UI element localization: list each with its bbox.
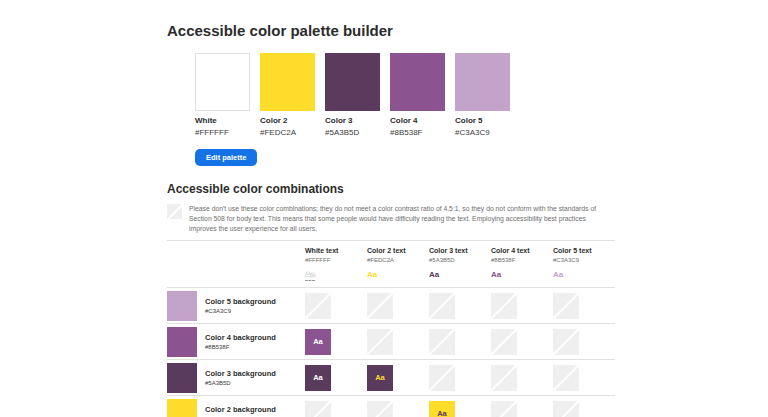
palette-section: White #FFFFFF Color 2 #FEDC2A Color 3 #5A3B5D… (195, 53, 768, 166)
row-label: Color 2 background (205, 405, 276, 414)
table-row: Color 3 background #5A3B5D Aa Aa (167, 360, 615, 396)
column-hex: #C3A3C9 (553, 257, 615, 263)
column-text-sample: Aa (491, 271, 501, 280)
column-label: Color 4 text (491, 247, 553, 255)
combo-cell-fail (553, 293, 579, 319)
column-text-sample: Aa (305, 271, 315, 281)
swatch-hex: #5A3B5D (325, 129, 380, 138)
combo-cell-fail (367, 293, 393, 319)
row-hex: #8B538F (205, 344, 276, 350)
combo-cell-fail (491, 293, 517, 319)
column-hex: #FEDC2A (367, 257, 429, 263)
row-header: Color 4 background #8B538F (167, 327, 305, 357)
column-label: Color 3 text (429, 247, 491, 255)
combo-cell-fail (429, 365, 455, 391)
table-row: Color 2 background#FEDC2A Aa (167, 396, 615, 417)
row-background-swatch (167, 399, 197, 417)
column-header: Color 4 text #8B538F Aa (491, 247, 553, 281)
swatch-color (260, 53, 315, 111)
row-header: Color 3 background #5A3B5D (167, 363, 305, 393)
crossed-swatch-icon (167, 204, 182, 219)
row-label-group: Color 4 background #8B538F (205, 333, 276, 350)
combo-cell-pass: Aa (367, 365, 393, 391)
combo-cell-pass: Aa (305, 365, 331, 391)
swatch-hex: #FFFFFF (195, 129, 250, 138)
row-header: Color 5 background #C3A3C9 (167, 291, 305, 321)
row-label: Color 5 background (205, 297, 276, 306)
combo-cell-fail (367, 329, 393, 355)
swatch-name: Color 4 (390, 117, 445, 126)
column-header: Color 5 text #C3A3C9 Aa (553, 247, 615, 281)
combo-cell-fail (491, 329, 517, 355)
swatch-name: White (195, 117, 250, 126)
column-header: White text #FFFFFF Aa (305, 247, 367, 281)
swatch-color (325, 53, 380, 111)
palette-swatches: White #FFFFFF Color 2 #FEDC2A Color 3 #5A3B5D… (195, 53, 768, 138)
page-title: Accessible color palette builder (167, 22, 768, 39)
combinations-title: Accessible color combinations (167, 182, 768, 196)
swatch-color (195, 53, 250, 111)
swatch-name: Color 2 (260, 117, 315, 126)
table-corner (167, 247, 305, 281)
palette-swatch: Color 2 #FEDC2A (260, 53, 315, 138)
row-hex: #5A3B5D (205, 380, 276, 386)
row-label-group: Color 2 background#FEDC2A (205, 405, 276, 417)
column-header: Color 3 text #5A3B5D Aa (429, 247, 491, 281)
warning-note: Please don't use these color combination… (167, 204, 768, 234)
combo-cell-fail (429, 293, 455, 319)
palette-swatch: Color 5 #C3A3C9 (455, 53, 510, 138)
app-root: Accessible color palette builder White #F… (0, 0, 768, 417)
palette-swatch: Color 4 #8B538F (390, 53, 445, 138)
row-header: Color 2 background#FEDC2A (167, 399, 305, 417)
column-label: Color 5 text (553, 247, 615, 255)
row-hex: #C3A3C9 (205, 308, 276, 314)
column-hex: #5A3B5D (429, 257, 491, 263)
warning-note-text: Please don't use these color combination… (189, 204, 613, 234)
combo-cell-pass: Aa (305, 329, 331, 355)
combo-cell-pass: Aa (429, 401, 455, 417)
row-background-swatch (167, 291, 197, 321)
row-label-group: Color 3 background #5A3B5D (205, 369, 276, 386)
combo-cell-fail (305, 293, 331, 319)
table-row: Color 5 background #C3A3C9 (167, 288, 615, 324)
swatch-name: Color 5 (455, 117, 510, 126)
combo-cell-fail (429, 329, 455, 355)
combo-cell-fail (491, 401, 517, 417)
swatch-hex: #8B538F (390, 129, 445, 138)
palette-swatch: Color 3 #5A3B5D (325, 53, 380, 138)
column-label: White text (305, 247, 367, 255)
swatch-hex: #C3A3C9 (455, 129, 510, 138)
table-row: Color 4 background #8B538F Aa (167, 324, 615, 360)
combo-cell-fail (491, 365, 517, 391)
edit-palette-button[interactable]: Edit palette (195, 149, 257, 167)
palette-swatch: White #FFFFFF (195, 53, 250, 138)
combo-cell-fail (553, 329, 579, 355)
column-text-sample: Aa (367, 271, 377, 280)
column-header: Color 2 text #FEDC2A Aa (367, 247, 429, 281)
combo-cell-fail (367, 401, 393, 417)
row-label: Color 4 background (205, 333, 276, 342)
column-label: Color 2 text (367, 247, 429, 255)
row-label: Color 3 background (205, 369, 276, 378)
column-hex: #FFFFFF (305, 257, 367, 263)
column-hex: #8B538F (491, 257, 553, 263)
swatch-name: Color 3 (325, 117, 380, 126)
combinations-table-body: Color 5 background #C3A3C9 Color 4 backgro… (167, 288, 615, 417)
row-background-swatch (167, 327, 197, 357)
swatch-hex: #FEDC2A (260, 129, 315, 138)
combo-cell-fail (305, 401, 331, 417)
swatch-color (455, 53, 510, 111)
combinations-table-header: White text #FFFFFF Aa Color 2 text #FEDC2A Aa… (167, 240, 615, 288)
combo-cell-fail (553, 365, 579, 391)
column-text-sample: Aa (429, 271, 439, 280)
combinations-table: White text #FFFFFF Aa Color 2 text #FEDC2A Aa… (167, 240, 615, 417)
swatch-color (390, 53, 445, 111)
column-text-sample: Aa (553, 271, 563, 280)
row-label-group: Color 5 background #C3A3C9 (205, 297, 276, 314)
row-background-swatch (167, 363, 197, 393)
combo-cell-fail (553, 401, 579, 417)
